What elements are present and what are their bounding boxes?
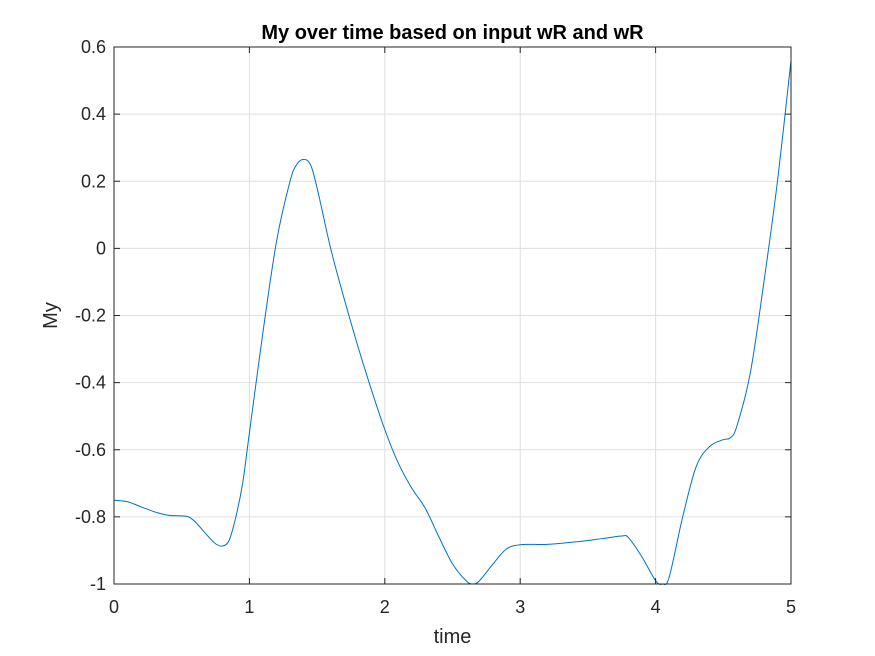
- series-layer: [114, 59, 791, 585]
- x-tick-label: 5: [786, 597, 796, 617]
- x-tick-label: 1: [244, 597, 254, 617]
- y-axis-label: My: [40, 302, 62, 329]
- y-tick-label: -0.6: [75, 440, 106, 460]
- x-tick-label: 0: [109, 597, 119, 617]
- x-axis-label: time: [434, 626, 472, 648]
- y-tick-label: 0.2: [81, 171, 106, 191]
- y-tick-label: 0.4: [81, 104, 106, 124]
- x-tick-label: 4: [651, 597, 661, 617]
- y-tick-label: -0.4: [75, 373, 106, 393]
- x-tick-label: 2: [380, 597, 390, 617]
- y-tick-label: 0.6: [81, 37, 106, 57]
- y-tick-labels: -1 -0.8 -0.6 -0.4 -0.2 0 0.2 0.4 0.6: [75, 37, 106, 594]
- y-tick-label: -1: [90, 574, 106, 594]
- chart-title: My over time based on input wR and wR: [261, 22, 644, 44]
- y-tick-label: -0.8: [75, 507, 106, 527]
- tick-marks: [113, 46, 792, 585]
- y-tick-label: -0.2: [75, 306, 106, 326]
- x-tick-label: 3: [515, 597, 525, 617]
- series-line: [114, 59, 791, 585]
- y-tick-label: 0: [96, 238, 106, 258]
- x-tick-labels: 0 1 2 3 4 5: [109, 597, 796, 617]
